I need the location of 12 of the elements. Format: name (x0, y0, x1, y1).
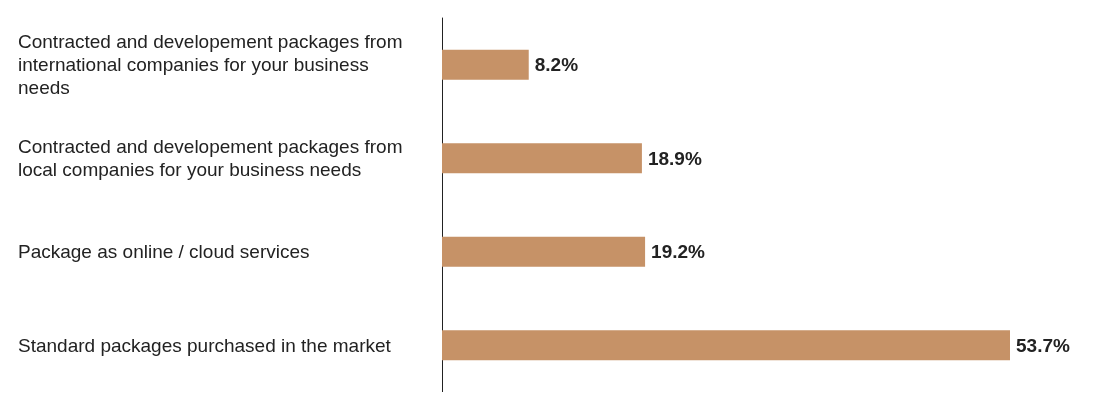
y-tick-label: Contracted and developement packages from local companies for your business needs (18, 136, 408, 181)
bar (442, 143, 642, 174)
y-tick-label: Contracted and developement packages from international companies for your business needs (18, 31, 408, 99)
bar (442, 330, 1010, 361)
data-label: 19.2% (651, 241, 706, 263)
data-label: 53.7% (1016, 334, 1070, 356)
y-tick-label: Standard packages purchased in the market (18, 334, 392, 356)
bar (442, 236, 646, 267)
bar (442, 49, 529, 80)
data-label: 8.2% (534, 54, 579, 76)
data-label: 18.9% (647, 147, 702, 169)
y-tick-label: Package as online / cloud services (18, 241, 310, 263)
